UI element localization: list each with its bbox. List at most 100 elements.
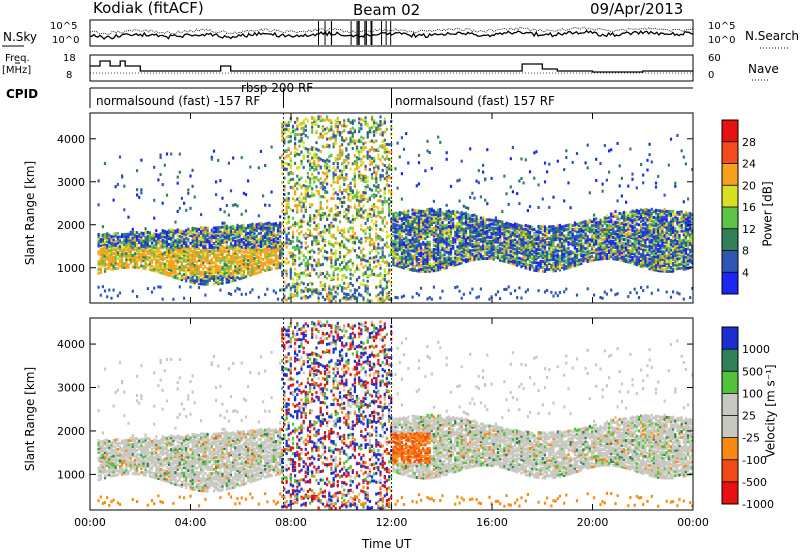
echo-cell — [398, 261, 401, 265]
echo-cell — [195, 250, 198, 254]
echo-cell — [210, 247, 213, 251]
echo-cell — [225, 265, 228, 269]
echo-cell — [298, 246, 301, 250]
echo-cell — [298, 283, 301, 287]
echo-cell — [454, 238, 457, 242]
echo-cell — [362, 194, 365, 198]
echo-cell — [114, 240, 117, 243]
echo-cell — [488, 247, 491, 251]
echo-cell — [170, 228, 173, 232]
echo-cell — [464, 221, 468, 225]
echo-cell — [439, 221, 442, 225]
echo-cell — [294, 192, 297, 196]
echo-cell — [332, 244, 335, 248]
echo-cell — [294, 262, 297, 266]
echo-cell — [283, 269, 286, 273]
echo-cell — [462, 245, 465, 249]
echo-cell — [289, 239, 292, 243]
echo-cell — [496, 238, 500, 242]
echo-cell — [422, 237, 425, 240]
echo-cell — [422, 266, 425, 269]
echo-cell — [121, 264, 124, 268]
echo-cell — [355, 147, 359, 151]
echo-cell — [375, 205, 378, 209]
echo-cell — [447, 215, 450, 219]
echo-cell — [178, 170, 181, 174]
echo-cell — [428, 151, 431, 154]
echo-cell — [264, 228, 267, 232]
echo-cell — [191, 259, 194, 263]
echo-cell — [138, 239, 141, 242]
echo-cell — [373, 213, 376, 217]
echo-cell — [279, 229, 282, 233]
echo-cell — [202, 261, 205, 265]
echo-cell — [377, 242, 380, 246]
echo-cell — [439, 223, 442, 227]
echo-cell — [180, 278, 183, 282]
echo-cell — [452, 260, 455, 264]
echo-cell — [200, 241, 203, 245]
echo-cell — [103, 256, 107, 260]
echo-cell — [341, 149, 344, 153]
echo-cell — [347, 184, 350, 188]
echo-cell — [146, 257, 149, 261]
echo-cell — [437, 225, 440, 229]
echo-cell — [279, 239, 282, 242]
echo-cell — [364, 232, 367, 236]
echo-cell — [281, 165, 284, 169]
echo-cell — [362, 254, 365, 258]
echo-cell — [225, 244, 228, 248]
echo-cell — [494, 216, 497, 220]
echo-cell — [155, 250, 158, 254]
echo-cell — [326, 131, 329, 135]
echo-cell — [435, 239, 438, 243]
echo-cell — [518, 223, 521, 227]
echo-cell — [449, 261, 453, 264]
echo-cell — [294, 285, 297, 289]
echo-cell — [330, 225, 333, 229]
echo-cell — [116, 235, 119, 239]
echo-cell — [516, 242, 519, 246]
echo-cell — [499, 251, 502, 254]
echo-cell — [202, 251, 205, 255]
echo-cell — [125, 259, 128, 263]
echo-cell — [221, 268, 224, 272]
echo-cell — [227, 270, 230, 274]
echo-cell — [505, 287, 508, 291]
echo-cell — [426, 139, 429, 143]
echo-cell — [180, 241, 183, 245]
echo-cell — [129, 255, 132, 259]
echo-cell — [522, 225, 525, 229]
echo-cell — [458, 240, 461, 244]
echo-cell — [242, 229, 245, 233]
echo-cell — [180, 260, 183, 264]
echo-cell — [496, 221, 500, 225]
echo-cell — [396, 219, 399, 223]
echo-cell — [229, 268, 233, 272]
echo-cell — [108, 233, 111, 237]
echo-cell — [449, 228, 453, 232]
echo-cell — [479, 224, 482, 228]
echo-cell — [283, 227, 286, 231]
echo-cell — [377, 274, 380, 277]
echo-cell — [212, 274, 216, 278]
echo-cell — [242, 191, 245, 195]
echo-cell — [379, 297, 382, 301]
echo-cell — [388, 213, 391, 217]
echo-cell — [407, 230, 410, 234]
echo-cell — [449, 243, 453, 247]
echo-cell — [155, 258, 158, 262]
echo-cell — [212, 276, 216, 280]
echo-cell — [351, 218, 354, 222]
echo-cell — [229, 262, 233, 266]
echo-cell — [439, 239, 442, 242]
echo-cell — [242, 274, 245, 277]
echo-cell — [133, 234, 136, 238]
echo-cell — [460, 222, 463, 226]
echo-cell — [488, 241, 491, 245]
echo-cell — [355, 198, 359, 202]
echo-cell — [507, 224, 510, 228]
echo-cell — [309, 147, 312, 151]
echo-cell — [353, 288, 356, 292]
echo-cell — [439, 217, 442, 221]
